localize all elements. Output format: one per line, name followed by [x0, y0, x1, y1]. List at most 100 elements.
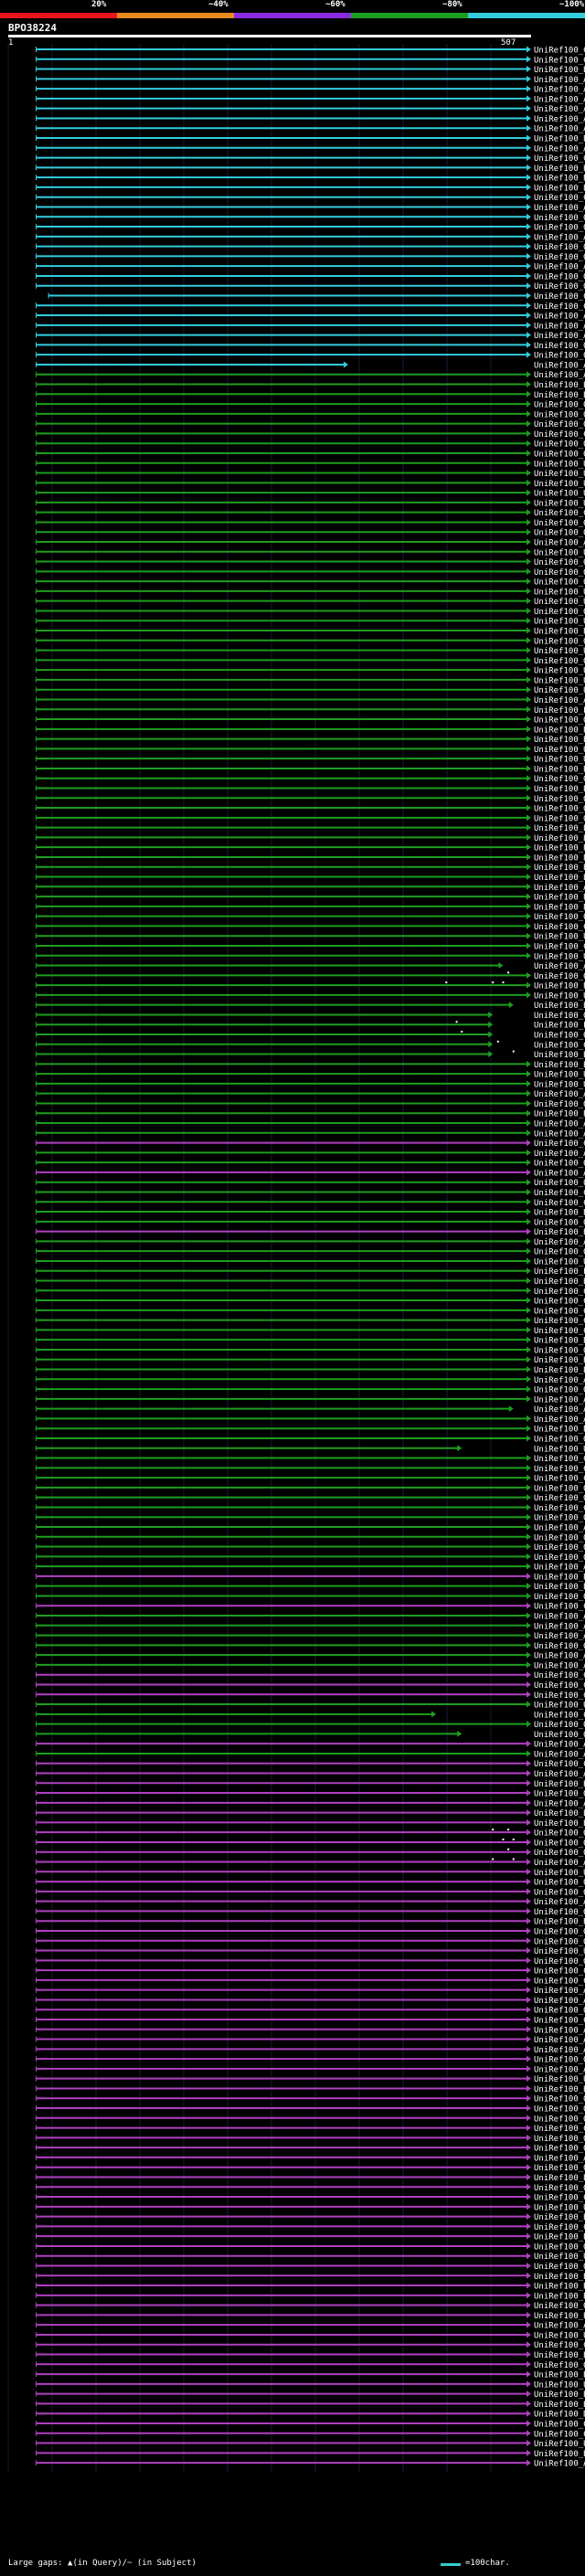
hit-row[interactable]: UniRef100_Q6BQM8 — [36, 1218, 585, 1227]
hit-label[interactable]: UniRef100_C5XDR6 — [534, 292, 585, 302]
hit-label[interactable]: UniRef100_Q7KD50 — [534, 2302, 585, 2311]
hit-row[interactable]: UniRef100_UP1000... — [36, 1701, 585, 1711]
hit-label[interactable]: UniRef100_A5DJ40 — [534, 1799, 585, 1808]
hit-row[interactable]: UniRef100_Q7KIY4 — [36, 2242, 585, 2252]
hit-label[interactable]: UniRef100_A1CI09 — [534, 1376, 585, 1385]
hit-row[interactable]: UniRef100_UP1000... — [36, 745, 585, 755]
hit-row[interactable]: UniRef100_Q6FQN5 — [36, 2134, 585, 2144]
hit-label[interactable]: UniRef100_A9UP28 — [534, 884, 585, 893]
hit-label[interactable]: UniRef100_C5MBS2 — [534, 1140, 585, 1149]
hit-label[interactable]: UniRef100_B9F7E6 — [534, 628, 585, 637]
hit-label[interactable]: UniRef100_UP1000... — [534, 460, 585, 469]
hit-label[interactable]: UniRef100_C1N1N4 — [534, 430, 585, 440]
hit-row[interactable]: UniRef100_C5XDR6 — [48, 292, 585, 302]
hit-row[interactable]: UniRef100_P53024 — [36, 1021, 585, 1031]
hit-row[interactable]: UniRef100_B7Q7Q0 — [36, 1050, 585, 1061]
hit-label[interactable]: UniRef100_A9TRZ5 — [534, 313, 585, 322]
hit-label[interactable]: UniRef100_B3GEX9 — [534, 1780, 585, 1789]
hit-row[interactable]: UniRef100_A4VAR5 — [36, 1750, 585, 1759]
hit-row[interactable]: UniRef100_Q6FNV4 — [36, 1543, 585, 1553]
hit-label[interactable]: UniRef100_C1G099 — [534, 2430, 585, 2439]
hit-row[interactable]: UniRef100_Q4TB72 — [36, 450, 585, 459]
hit-row[interactable]: UniRef100_UP1000... — [36, 647, 585, 656]
hit-row[interactable]: UniRef100_A6P1N4 — [36, 1169, 585, 1178]
hit-label[interactable]: UniRef100_B6KIN8 — [534, 1819, 585, 1829]
hit-label[interactable]: UniRef100_B4LVY9 — [534, 894, 585, 903]
hit-label[interactable]: UniRef100_Q6Z0Y9 — [534, 224, 585, 233]
hit-row[interactable]: UniRef100_A2XAHB — [36, 1898, 585, 1907]
hit-row[interactable]: UniRef100_C9SJ3Z — [36, 1671, 585, 1680]
hit-row[interactable]: UniRef100_C9ZZZ6 — [36, 1977, 585, 1986]
hit-label[interactable]: UniRef100_C9SJ3Z — [534, 1671, 585, 1680]
hit-row[interactable]: UniRef100_A9P012 — [36, 233, 585, 242]
hit-row[interactable]: UniRef100_B6KIN8 — [36, 1818, 585, 1829]
hit-label[interactable]: UniRef100_A9SLZ5 — [534, 332, 585, 341]
hit-label[interactable]: UniRef100_Q8M673 — [534, 352, 585, 361]
hit-row[interactable]: UniRef100_Q4Q9K5 — [36, 2055, 585, 2065]
hit-label[interactable]: UniRef100_A7TGX8 — [534, 1770, 585, 1779]
hit-label[interactable]: UniRef100_A5B415 — [534, 144, 585, 154]
hit-row[interactable]: UniRef100_B9WDS6 — [36, 1583, 585, 1592]
hit-label[interactable]: UniRef100_UP1000... — [534, 933, 585, 942]
hit-row[interactable]: UniRef100_A8Q103 — [36, 1622, 585, 1631]
hit-label[interactable]: UniRef100_UP1000... — [534, 480, 585, 489]
hit-row[interactable]: UniRef100_UP1000... — [36, 991, 585, 1001]
hit-row[interactable]: UniRef100_C1BMY6 — [36, 942, 585, 951]
hit-label[interactable]: UniRef100_C5DPA3 — [534, 1288, 585, 1297]
hit-label[interactable]: UniRef100_A5BPY7 — [534, 95, 585, 104]
hit-row[interactable]: UniRef100_Q5VF48 — [36, 637, 585, 646]
hit-row[interactable]: UniRef100_UP1000... — [36, 588, 585, 597]
hit-label[interactable]: UniRef100_C5E7Z1 — [534, 1199, 585, 1208]
hit-label[interactable]: UniRef100_Q59F46 — [534, 1100, 585, 1109]
hit-label[interactable]: UniRef100_C4Q4Q4 — [534, 1681, 585, 1691]
hit-label[interactable]: UniRef100_B4G6X2 — [534, 2312, 585, 2321]
hit-row[interactable]: UniRef100_A9P1K5 — [36, 361, 585, 370]
hit-label[interactable]: UniRef100_B6HHD4 — [534, 1356, 585, 1365]
hit-row[interactable]: UniRef100_C6TE87 — [36, 46, 585, 56]
hit-label[interactable]: UniRef100_Q9W319 — [534, 1494, 585, 1503]
hit-row[interactable]: UniRef100_C5MBS2 — [36, 1140, 585, 1149]
hit-row[interactable]: UniRef100_A5DHD9 — [36, 1661, 585, 1670]
hit-label[interactable]: UniRef100_A5BEG9 — [534, 115, 585, 124]
hit-label[interactable]: UniRef100_B3RBX0 — [534, 785, 585, 794]
hit-label[interactable]: UniRef100_UP1000... — [534, 1701, 585, 1711]
hit-label[interactable]: UniRef100_B3MC74 — [534, 2174, 585, 2183]
hit-label[interactable]: UniRef100_B9SZ28 — [534, 982, 585, 991]
hit-label[interactable]: UniRef100_A7QLK1 — [534, 86, 585, 95]
hit-label[interactable]: UniRef100_B9WDS6 — [534, 1583, 585, 1592]
hit-label[interactable]: UniRef100_A7QHB3 — [534, 76, 585, 85]
hit-label[interactable]: UniRef100_C4NV11 — [534, 1760, 585, 1769]
hit-label[interactable]: UniRef100_B6L7B5 — [534, 1209, 585, 1218]
hit-row[interactable]: UniRef100_UP1000... — [36, 460, 585, 469]
hit-label[interactable]: UniRef100_A7F572 — [534, 1613, 585, 1622]
hit-row[interactable]: UniRef100_B6L7B5 — [36, 1208, 585, 1218]
hit-row[interactable]: UniRef100_B6UBG2 — [36, 164, 585, 174]
hit-row[interactable]: UniRef100_B9H9X3 — [36, 390, 585, 400]
hit-row[interactable]: UniRef100_C4NV11 — [36, 1760, 585, 1769]
hit-row[interactable]: UniRef100_Q29ZE8 — [36, 2360, 585, 2370]
hit-label[interactable]: UniRef100_B6HER9 — [534, 1110, 585, 1119]
hit-label[interactable]: UniRef100_Q8TU5O — [534, 440, 585, 450]
hit-row[interactable]: UniRef100_Q17GR9 — [36, 2164, 585, 2173]
hit-row[interactable]: UniRef100_B0XWF3 — [36, 2232, 585, 2242]
hit-row[interactable]: UniRef100_Q0DYF8 — [36, 410, 585, 419]
hit-label[interactable]: UniRef100_Q5BB95 — [534, 1721, 585, 1730]
hit-label[interactable]: UniRef100_Q7MDE5 — [534, 2095, 585, 2104]
hit-row[interactable]: UniRef100_Q6P8L2 — [36, 528, 585, 538]
hit-row[interactable]: UniRef100_Q9W319 — [36, 1494, 585, 1503]
hit-row[interactable]: UniRef100_A5AQV6 — [36, 124, 585, 134]
hit-row[interactable]: UniRef100_UP1000... — [36, 2331, 585, 2340]
hit-row[interactable]: UniRef100_Q2VL58 — [36, 518, 585, 528]
hit-label[interactable]: UniRef100_C1BVJ9 — [534, 923, 585, 932]
hit-label[interactable]: UniRef100_Q8LRX1 — [534, 243, 585, 252]
hit-label[interactable]: UniRef100_A9P8P9 — [534, 204, 585, 213]
hit-row[interactable]: UniRef100_UP1000... — [36, 666, 585, 676]
hit-label[interactable]: UniRef100_B0EC71 — [534, 2085, 585, 2094]
hit-row[interactable]: UniRef100_C4Y632 — [36, 2125, 585, 2134]
hit-row[interactable]: UniRef100_Q2TA93 — [36, 1730, 585, 1740]
hit-row[interactable]: UniRef100_UP1000... — [36, 755, 585, 765]
hit-label[interactable]: UniRef100_B6T5X3 — [534, 2351, 585, 2360]
hit-row[interactable]: UniRef100_B7QB64 — [36, 843, 585, 853]
hit-label[interactable]: UniRef100_A9TEY9 — [534, 322, 585, 331]
hit-row[interactable]: UniRef100_A7P829 — [36, 1129, 585, 1139]
